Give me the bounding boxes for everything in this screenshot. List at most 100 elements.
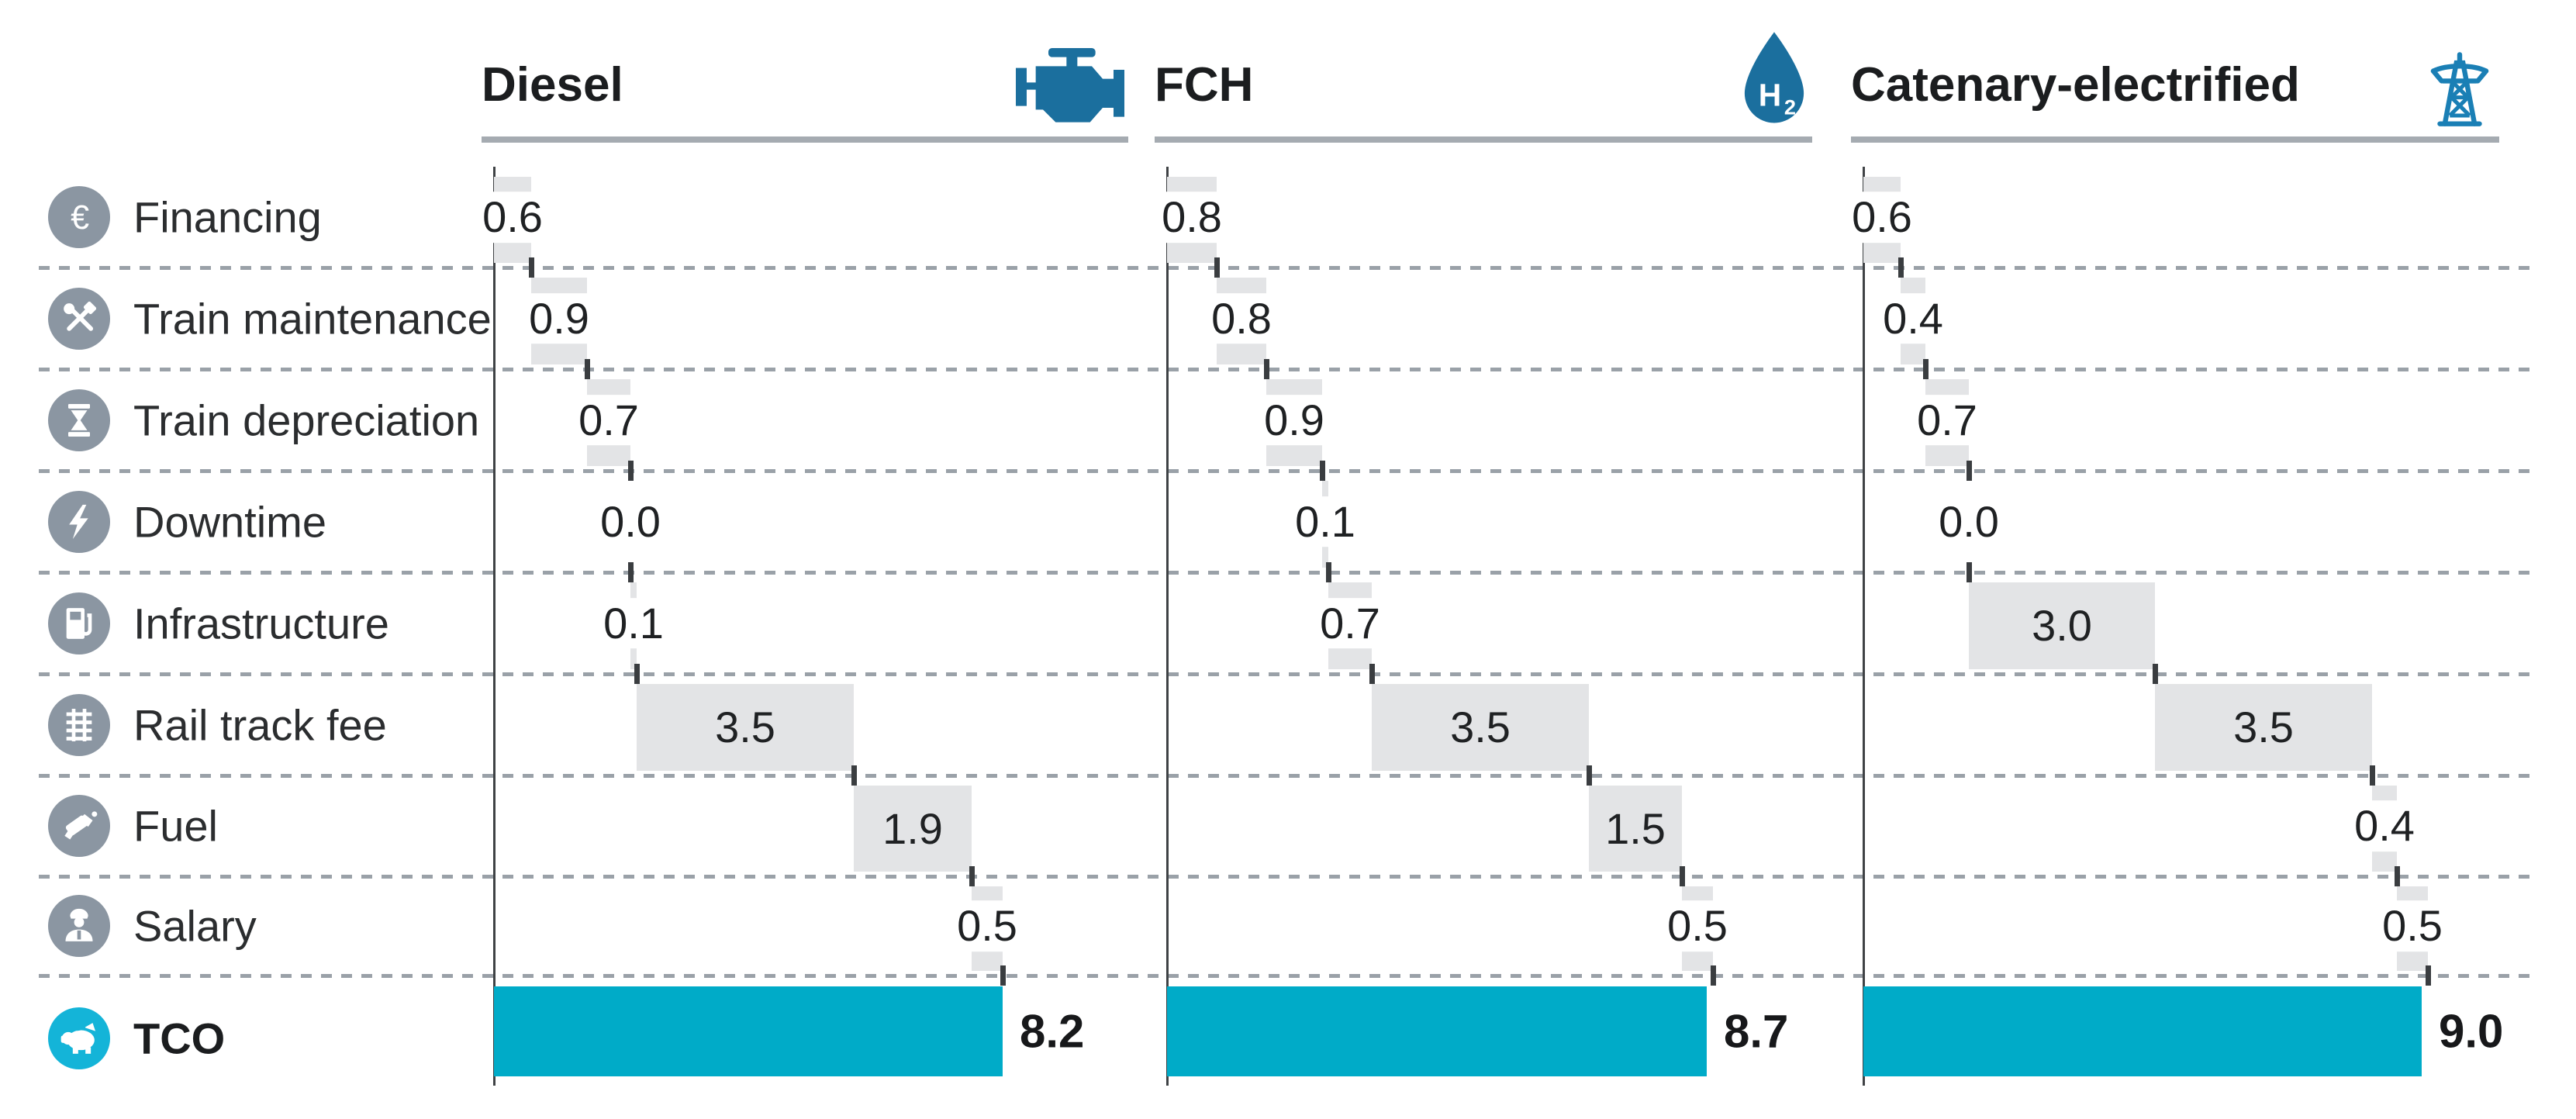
diesel-rail-track-fee-connector-tick [851, 765, 857, 786]
row-separator-2 [39, 368, 2534, 371]
diesel-tco-total-value: 8.2 [1020, 1005, 1085, 1058]
diesel-downtime-value: 0.0 [592, 496, 668, 547]
category-label-rail-track-fee: Rail track fee [133, 700, 387, 749]
fch-financing-value: 0.8 [1154, 192, 1230, 243]
conductor-icon [48, 895, 110, 957]
catenary-electrified-salary-connector-tick [2426, 965, 2431, 986]
catenary-electrified-fuel-value: 0.4 [2346, 800, 2422, 851]
diesel-downtime-connector-tick [628, 562, 634, 582]
axis-line-fch [1166, 167, 1169, 1086]
catenary-electrified-salary-value: 0.5 [2374, 900, 2450, 951]
fch-downtime-value: 0.1 [1287, 496, 1363, 547]
fch-salary-value: 0.5 [1659, 900, 1735, 951]
catenary-electrified-tco-bar [1863, 986, 2422, 1076]
category-label-downtime: Downtime [133, 497, 326, 546]
fch-rail-track-fee-value: 3.5 [1450, 703, 1511, 752]
piggy-bank-icon [48, 1007, 110, 1069]
fch-rail-track-fee-bar [1372, 684, 1589, 771]
diesel-fuel-connector-tick [969, 866, 975, 886]
category-label-train-depreciation: Train depreciation [133, 395, 480, 444]
fuel-pump-icon [48, 592, 110, 654]
diesel-train-depreciation-connector-tick [628, 461, 634, 481]
catenary-electrified-tco-total-value: 9.0 [2439, 1005, 2504, 1058]
diesel-rail-track-fee-bar [637, 684, 854, 771]
svg-text:€: € [71, 199, 89, 237]
catenary-electrified-financing-value: 0.6 [1844, 192, 1920, 243]
catenary-electrified-train-maintenance-value: 0.4 [1875, 292, 1951, 344]
fch-infrastructure-connector-tick [1369, 664, 1375, 684]
column-underline-catenary-electrified [1851, 136, 2499, 143]
fch-train-maintenance-value: 0.8 [1203, 292, 1279, 344]
axis-line-diesel [493, 167, 496, 1086]
diesel-salary-value: 0.5 [949, 900, 1025, 951]
catenary-electrified-infrastructure-bar [1969, 582, 2155, 669]
fch-train-maintenance-connector-tick [1264, 359, 1269, 379]
row-separator-3 [39, 469, 2534, 473]
fch-downtime-connector-tick [1326, 562, 1331, 582]
row-separator-4 [39, 571, 2534, 575]
fch-rail-track-fee-connector-tick [1587, 765, 1592, 786]
diesel-train-depreciation-value: 0.7 [571, 394, 647, 446]
catenary-electrified-downtime-value: 0.0 [1931, 496, 2007, 547]
column-title-fch: FCH [1155, 58, 1254, 112]
catenary-electrified-train-depreciation-connector-tick [1967, 461, 1972, 481]
rail-track-icon [48, 693, 110, 756]
row-separator-5 [39, 672, 2534, 676]
fch-tco-bar [1167, 986, 1707, 1076]
diesel-financing-connector-tick [529, 257, 534, 278]
catenary-electrified-downtime-connector-tick [1967, 562, 1972, 582]
power-tower-icon [2420, 40, 2499, 138]
diesel-tco-bar [494, 986, 1003, 1076]
axis-line-catenary-electrified [1863, 167, 1865, 1086]
fch-train-depreciation-connector-tick [1320, 461, 1325, 481]
category-label-fuel: Fuel [133, 801, 218, 851]
diesel-infrastructure-connector-tick [634, 664, 640, 684]
catenary-electrified-train-depreciation-value: 0.7 [1909, 394, 1985, 446]
category-label-infrastructure: Infrastructure [133, 599, 389, 648]
engine-icon [1012, 43, 1128, 130]
fch-salary-connector-tick [1711, 965, 1716, 986]
svg-text:2: 2 [1784, 95, 1796, 119]
diesel-infrastructure-value: 0.1 [596, 597, 672, 649]
row-separator-8 [39, 974, 2534, 978]
catenary-electrified-infrastructure-connector-tick [2153, 664, 2158, 684]
tools-icon [48, 287, 110, 350]
svg-text:H: H [1759, 78, 1782, 113]
diesel-train-maintenance-value: 0.9 [521, 292, 597, 344]
category-label-financing: Financing [133, 192, 322, 242]
bolt-icon [48, 490, 110, 553]
fuel-nozzle-icon [48, 795, 110, 857]
category-label-salary: Salary [133, 901, 257, 951]
fch-fuel-connector-tick [1680, 866, 1685, 886]
euro-icon: € [48, 186, 110, 248]
category-label-tco: TCO [133, 1014, 226, 1063]
catenary-electrified-financing-connector-tick [1898, 257, 1904, 278]
column-underline-diesel [482, 136, 1128, 143]
row-separator-7 [39, 875, 2534, 879]
fch-fuel-value: 1.5 [1605, 803, 1666, 853]
diesel-financing-value: 0.6 [475, 192, 551, 243]
fch-financing-connector-tick [1214, 257, 1220, 278]
catenary-electrified-rail-track-fee-connector-tick [2370, 765, 2375, 786]
diesel-rail-track-fee-value: 3.5 [715, 703, 775, 752]
catenary-electrified-train-maintenance-connector-tick [1923, 359, 1929, 379]
diesel-train-maintenance-connector-tick [585, 359, 590, 379]
fch-infrastructure-value: 0.7 [1312, 597, 1388, 649]
catenary-electrified-infrastructure-value: 3.0 [2032, 601, 2092, 651]
diesel-fuel-bar [854, 786, 972, 872]
fch-fuel-bar [1589, 786, 1682, 872]
category-label-train-maintenance: Train maintenance [133, 294, 492, 343]
catenary-electrified-fuel-connector-tick [2395, 866, 2400, 886]
diesel-fuel-value: 1.9 [882, 803, 943, 853]
catenary-electrified-rail-track-fee-value: 3.5 [2233, 703, 2294, 752]
hourglass-icon [48, 389, 110, 451]
diesel-salary-connector-tick [1000, 965, 1006, 986]
row-separator-1 [39, 266, 2534, 270]
column-underline-fch [1155, 136, 1812, 143]
column-title-diesel: Diesel [482, 58, 623, 112]
fch-tco-total-value: 8.7 [1724, 1005, 1789, 1058]
row-separator-6 [39, 774, 2534, 778]
catenary-electrified-rail-track-fee-bar [2155, 684, 2372, 771]
